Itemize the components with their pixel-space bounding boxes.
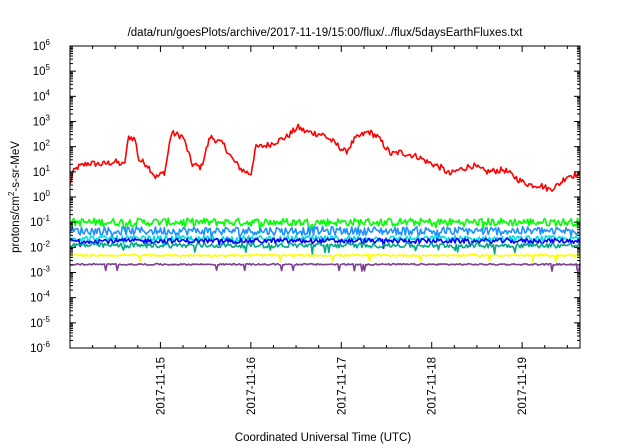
y-tick-label: 10-1 bbox=[30, 214, 50, 229]
x-tick-label: 2017-11-17 bbox=[336, 357, 348, 415]
x-tick-label: 2017-11-18 bbox=[427, 357, 439, 415]
series-line-7 bbox=[69, 253, 581, 263]
plot-frame bbox=[69, 45, 581, 349]
y-axis-label: protons/cm2-s-sr-MeV bbox=[7, 141, 22, 253]
y-tick-label: 10-2 bbox=[30, 239, 50, 254]
x-tick-label: 2017-11-16 bbox=[246, 357, 258, 415]
y-axis: 10-6 10-5 10-4 10-3 10-2 10-1 100 101 102 103 104 1… bbox=[30, 38, 580, 355]
y-tick-label: 10-5 bbox=[30, 315, 50, 330]
y-tick-label: 10-3 bbox=[30, 265, 50, 280]
y-tick-label: 10-4 bbox=[30, 290, 50, 305]
y-tick-label: 105 bbox=[33, 63, 51, 78]
series-lines bbox=[69, 123, 581, 272]
y-tick-label: 106 bbox=[33, 38, 51, 53]
series-line-5 bbox=[69, 237, 581, 249]
y-tick-label: 104 bbox=[33, 88, 51, 103]
y-tick-label: 101 bbox=[33, 164, 51, 179]
y-tick-label: 103 bbox=[33, 114, 51, 129]
x-axis: 2017-11-15 2017-11-16 2017-11-17 2017-11-18… bbox=[92, 46, 568, 415]
x-axis-label: Coordinated Universal Time (UTC) bbox=[235, 432, 412, 444]
y-tick-label: 100 bbox=[33, 189, 51, 204]
series-line-4 bbox=[70, 234, 581, 248]
series-line-2 bbox=[69, 217, 581, 234]
y-tick-label: 102 bbox=[33, 139, 51, 154]
series-line-3 bbox=[69, 225, 581, 240]
series-line-1 bbox=[69, 123, 581, 192]
chart-title: /data/run/goesPlots/archive/2017-11-19/1… bbox=[128, 27, 524, 39]
x-tick-label: 2017-11-15 bbox=[155, 357, 167, 415]
series-line-8 bbox=[69, 262, 581, 272]
y-tick-label: 10-6 bbox=[30, 340, 50, 355]
series-line-6 bbox=[69, 242, 581, 255]
x-tick-label: 2017-11-19 bbox=[517, 357, 529, 415]
